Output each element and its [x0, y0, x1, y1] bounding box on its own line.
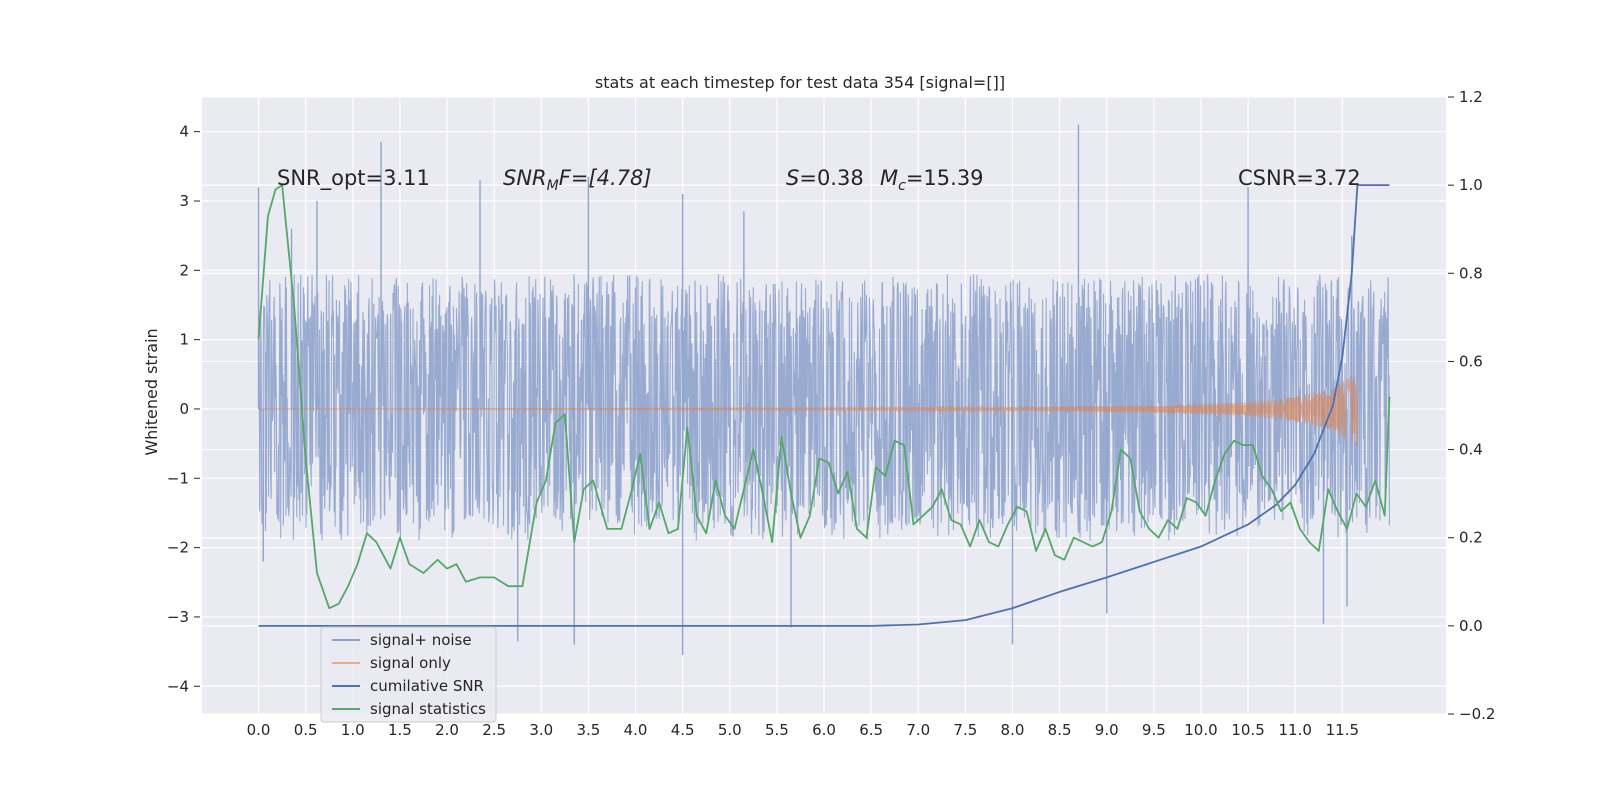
x-tick-label: 10.5: [1231, 721, 1264, 739]
chart-title: stats at each timestep for test data 354…: [595, 73, 1005, 92]
mc-rest: =15.39: [906, 166, 984, 190]
legend-label-signal-statistics: signal statistics: [370, 700, 486, 718]
y2-tick-label: 0.8: [1459, 264, 1483, 282]
legend-box: [320, 626, 497, 723]
y-tick-label: −3: [167, 608, 189, 626]
y-tick-label: −4: [167, 677, 189, 695]
annotation-mc: Mc=15.39: [880, 166, 984, 194]
mc-main: M: [880, 166, 898, 190]
annotation-snr-mf: SNRMF=[4.78]: [503, 166, 652, 194]
y2-tick-label: 1.2: [1459, 88, 1483, 106]
x-tick-label: 0.5: [294, 721, 318, 739]
y2-tick-label: 0.0: [1459, 617, 1483, 635]
series-layer: [257, 124, 1391, 656]
snr-mf-main: SNR: [503, 166, 547, 190]
x-tick-label: 7.0: [906, 721, 930, 739]
legend-label-cumulative-snr: cumilative SNR: [370, 677, 484, 695]
x-tick-label: 11.5: [1326, 721, 1359, 739]
y-tick-label: 3: [179, 192, 189, 210]
ticks-layer: 0.0 0.5 1.0 1.5 2.0 2.5 3.0 3.5 4.0 4.5 5.0 5.5 6.0 6…: [167, 88, 1496, 739]
y-tick-label: 4: [179, 123, 189, 141]
x-tick-label: 1.0: [341, 721, 365, 739]
y2-tick-label: 1.0: [1459, 176, 1483, 194]
annotation-csnr: CSNR=3.72: [1238, 166, 1361, 190]
x-tick-label: 10.0: [1184, 721, 1217, 739]
x-tick-label: 4.0: [624, 721, 648, 739]
y-tick-label: −2: [167, 539, 189, 557]
snr-mf-rest: F=[4.78]: [559, 166, 652, 190]
x-tick-label: 4.5: [671, 721, 695, 739]
legend-label-signal-only: signal only: [370, 654, 451, 672]
annotation-s: S=0.38: [786, 166, 864, 190]
y-axis-label: Whitened strain: [142, 328, 161, 455]
s-main: S: [786, 166, 799, 190]
x-tick-label: 9.0: [1095, 721, 1119, 739]
y2-tick-label: 0.2: [1459, 529, 1483, 547]
x-tick-label: 2.0: [435, 721, 459, 739]
x-tick-label: 6.5: [859, 721, 883, 739]
series-signal-only: [258, 375, 1359, 447]
y-tick-label: 2: [179, 261, 189, 279]
mc-sub: c: [898, 178, 906, 194]
annotation-snr-opt: SNR_opt=3.11: [277, 166, 430, 191]
x-tick-label: 0.0: [247, 721, 271, 739]
x-tick-label: 8.0: [1001, 721, 1025, 739]
annotations: SNR_opt=3.11 SNRMF=[4.78] S=0.38 Mc=15.3…: [277, 166, 1361, 194]
x-tick-label: 8.5: [1048, 721, 1072, 739]
x-tick-label: 2.5: [482, 721, 506, 739]
x-tick-label: 9.5: [1142, 721, 1166, 739]
y-tick-label: 0: [179, 400, 189, 418]
x-tick-label: 3.0: [529, 721, 553, 739]
legend-label-signal-noise: signal+ noise: [370, 631, 472, 649]
x-tick-label: 5.5: [765, 721, 789, 739]
y2-tick-label: −0.2: [1459, 705, 1495, 723]
x-tick-label: 6.0: [812, 721, 836, 739]
x-tick-label: 1.5: [388, 721, 412, 739]
y-tick-label: −1: [167, 469, 189, 487]
x-tick-label: 5.0: [718, 721, 742, 739]
snr-mf-sub: M: [547, 178, 559, 194]
x-tick-label: 11.0: [1279, 721, 1312, 739]
y2-tick-label: 0.6: [1459, 352, 1483, 370]
y-tick-label: 1: [179, 331, 189, 349]
series-signal-statistics: [257, 184, 1391, 610]
s-rest: =0.38: [799, 166, 863, 190]
x-tick-label: 3.5: [576, 721, 600, 739]
x-tick-label: 7.5: [953, 721, 977, 739]
y2-tick-label: 0.4: [1459, 441, 1483, 459]
legend: signal+ noise signal only cumilative SNR…: [320, 626, 497, 723]
series-cumulative-snr: [258, 184, 1390, 627]
